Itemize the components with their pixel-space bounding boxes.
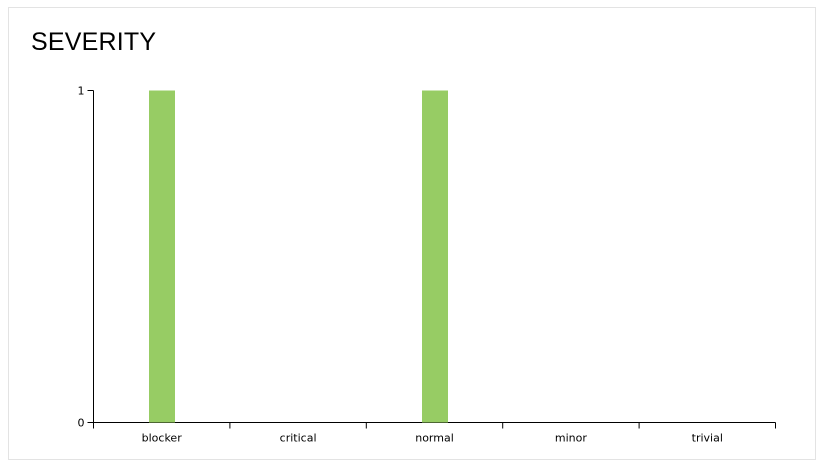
bar-blocker[interactable] [149,90,175,423]
bars [149,90,448,423]
x-tick-label-minor: minor [555,432,587,445]
x-tick-label-critical: critical [280,432,317,445]
severity-widget: SEVERITY [8,7,816,460]
x-tick-label-blocker: blocker [142,432,183,445]
y-tick-label: 1 [78,85,85,98]
y-axis: 01 [78,85,94,430]
widget-title: SEVERITY [31,28,157,56]
x-tick-label-trivial: trivial [692,432,723,445]
x-axis: blocker critical normal minor trivial [93,422,776,445]
x-tick-label-normal: normal [415,432,454,445]
y-tick-label: 0 [78,417,85,430]
bar-normal[interactable] [422,90,448,423]
